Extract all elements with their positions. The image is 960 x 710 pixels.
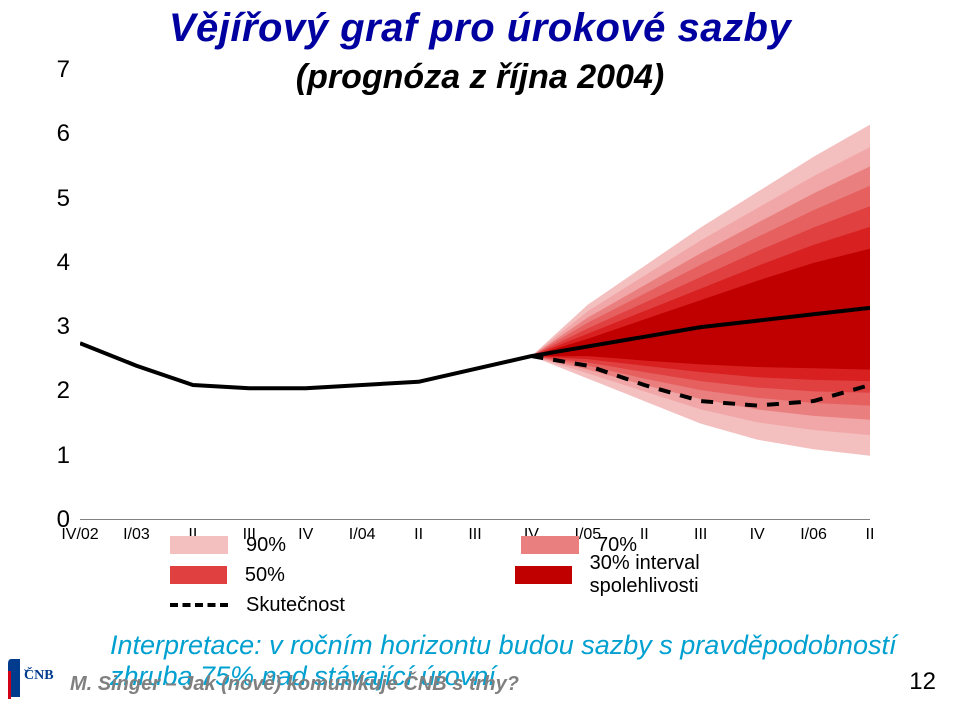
swatch-90 xyxy=(170,536,228,554)
ytick: 6 xyxy=(57,120,70,148)
legend: 90% 70% 50% 30% interval spolehlivosti S… xyxy=(170,530,810,620)
xtick: I/03 xyxy=(123,526,150,544)
chart-svg xyxy=(80,70,870,520)
legend-90-label: 90% xyxy=(246,534,521,557)
swatch-actual xyxy=(170,603,228,607)
footer-text: M. Singer – Jak (nově) komunikuje ČNB s … xyxy=(70,673,519,696)
swatch-50 xyxy=(170,566,227,584)
page-number: 12 xyxy=(909,668,936,696)
legend-30-label: 30% interval spolehlivosti xyxy=(590,552,810,598)
page-title: Vějířový graf pro úrokové sazby xyxy=(0,6,960,51)
swatch-70 xyxy=(521,536,579,554)
swatch-30 xyxy=(515,566,572,584)
fan-chart: 01234567IV/02I/03IIIIIIVI/04IIIIIIVI/05I… xyxy=(80,70,870,520)
ytick: 1 xyxy=(57,442,70,470)
ytick: 7 xyxy=(57,56,70,84)
legend-actual-label: Skutečnost xyxy=(246,594,345,617)
ytick: 3 xyxy=(57,313,70,341)
xtick: II xyxy=(866,526,875,544)
ytick: 5 xyxy=(57,185,70,213)
ytick: 4 xyxy=(57,249,70,277)
cnb-logo: ČNB ˇ xyxy=(6,657,64,704)
ytick: 2 xyxy=(57,377,70,405)
svg-text:ˇ: ˇ xyxy=(24,668,29,683)
xtick: IV/02 xyxy=(61,526,98,544)
legend-50-label: 50% xyxy=(245,564,515,587)
